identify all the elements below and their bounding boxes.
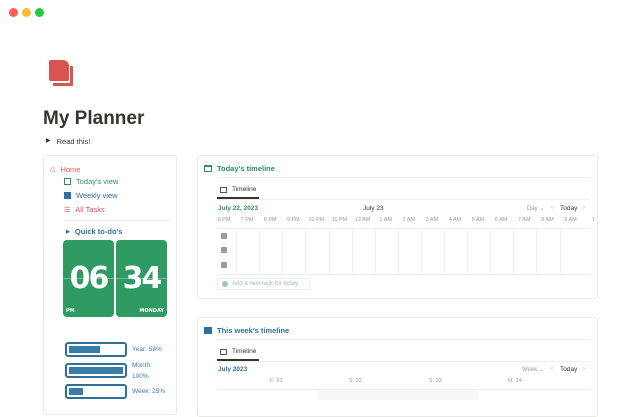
clock-hour: 06 PM <box>63 240 114 317</box>
quick-todos-toggle[interactable]: ▶ Quick to-do's <box>66 227 123 236</box>
year-progress-label: Year: 58% <box>132 346 162 353</box>
day-label: S 23 <box>429 378 442 384</box>
divider <box>64 220 169 221</box>
close-button[interactable] <box>9 8 18 17</box>
hour-gridline <box>328 228 330 274</box>
divider <box>217 274 590 275</box>
hour-gridline <box>351 228 353 274</box>
hour-gridline <box>513 228 515 274</box>
prev-button[interactable]: ‹ <box>551 366 553 372</box>
check-circle-icon <box>222 281 228 287</box>
hour-gridline <box>490 228 492 274</box>
month-progress-bar <box>65 363 127 378</box>
triangle-right-icon: ▶ <box>66 228 70 235</box>
calendar-week-icon <box>204 327 212 334</box>
next-button[interactable]: › <box>583 366 585 372</box>
todays-timeline-panel <box>197 155 598 299</box>
calendar-icon <box>64 178 71 185</box>
divider <box>217 199 590 200</box>
today-button[interactable]: Today <box>560 205 578 212</box>
hour-gridline <box>236 228 238 274</box>
hour-label: 2 AM <box>402 217 416 223</box>
sidebar-item-weekly-view[interactable]: Weekly view <box>64 191 118 200</box>
hour-gridline <box>259 228 261 274</box>
week-timeline-title[interactable]: This week's timeline <box>204 326 289 335</box>
week-progress-bar <box>65 384 127 399</box>
hour-gridline <box>536 228 538 274</box>
day-label: S 22 <box>349 378 362 384</box>
sidebar-item-all-tasks[interactable]: ☰ All Tasks <box>64 205 105 214</box>
maximize-button[interactable] <box>35 8 44 17</box>
checklist-icon: ☰ <box>64 206 71 214</box>
day-label: F 21 <box>270 378 283 384</box>
hour-label: 11 PM <box>331 217 348 223</box>
tab-timeline[interactable]: Timeline <box>220 348 256 355</box>
hour-label: 4 AM <box>448 217 462 223</box>
divider <box>217 361 590 362</box>
hour-label: 3 AM <box>425 217 439 223</box>
tab-underline <box>217 359 259 361</box>
sidebar-item-todays-view[interactable]: Today's view <box>64 177 118 186</box>
clock-minute: 34 MONDAY <box>116 240 167 317</box>
triangle-right-icon: ▶ <box>46 138 51 144</box>
timeline-date: July 22, 2023 <box>218 205 259 212</box>
hour-label: 12 AM <box>354 217 371 223</box>
read-this-toggle[interactable]: ▶ Read this! <box>46 137 91 146</box>
day-label: M 24 <box>508 378 522 384</box>
minimize-button[interactable] <box>22 8 31 17</box>
week-date: July 2023 <box>218 366 248 373</box>
row-handle-icon[interactable] <box>221 262 227 268</box>
hour-label: 1 AM <box>379 217 392 223</box>
divider <box>217 177 590 178</box>
hour-label: 8 PM <box>263 217 277 223</box>
home-icon: ⌂ <box>50 164 56 174</box>
hour-gridline <box>397 228 399 274</box>
today-button[interactable]: Today <box>560 366 578 373</box>
tab-timeline[interactable]: Timeline <box>220 186 256 193</box>
hour-gridline <box>282 228 284 274</box>
timeline-icon <box>220 186 227 193</box>
tab-underline <box>217 197 259 199</box>
clock-day: MONDAY <box>139 308 164 314</box>
hour-label: 7 AM <box>518 217 531 223</box>
hour-gridline <box>420 228 422 274</box>
clock-ampm: PM <box>66 308 75 314</box>
row-handle-icon[interactable] <box>221 233 227 239</box>
prev-button[interactable]: ‹ <box>551 205 553 211</box>
calendar-icon <box>204 165 212 172</box>
timeline-icon <box>220 348 227 355</box>
view-select[interactable]: Week ⌄ <box>522 367 544 373</box>
divider <box>217 228 590 229</box>
next-button[interactable]: › <box>583 205 585 211</box>
hour-label: 5 AM <box>471 217 485 223</box>
year-progress-bar <box>65 342 127 357</box>
add-task-button[interactable]: Add a new task for today <box>217 278 310 290</box>
weekend-shade <box>318 390 478 400</box>
divider <box>217 389 590 390</box>
hour-gridline <box>559 228 561 274</box>
hour-gridline <box>467 228 469 274</box>
hour-label: 9 PM <box>286 217 300 223</box>
timeline-center-date: July 23 <box>363 205 384 212</box>
row-handle-icon[interactable] <box>221 247 227 253</box>
notebook-icon <box>49 60 73 86</box>
hour-gridline <box>374 228 376 274</box>
hour-label: 9 AM <box>564 217 577 223</box>
hour-gridline <box>444 228 445 274</box>
page-title: My Planner <box>43 108 145 129</box>
hour-label: 1 <box>592 217 596 223</box>
hour-label: 6 PM <box>217 217 231 223</box>
calendar-week-icon <box>64 192 71 199</box>
view-select[interactable]: Day ⌄ <box>527 206 545 212</box>
hour-label: 10 PM <box>308 217 325 223</box>
hour-label: 7 PM <box>240 217 254 223</box>
week-progress-label: Week: 25% <box>132 388 166 395</box>
hour-label: 6 AM <box>494 217 508 223</box>
hour-gridline <box>305 228 307 274</box>
hour-label: 8 AM <box>541 217 554 223</box>
todays-timeline-title[interactable]: Today's timeline <box>204 164 275 173</box>
sidebar-item-home[interactable]: ⌂ Home <box>50 164 81 174</box>
divider <box>217 339 590 340</box>
month-progress-label: Month: 100% <box>132 362 152 380</box>
